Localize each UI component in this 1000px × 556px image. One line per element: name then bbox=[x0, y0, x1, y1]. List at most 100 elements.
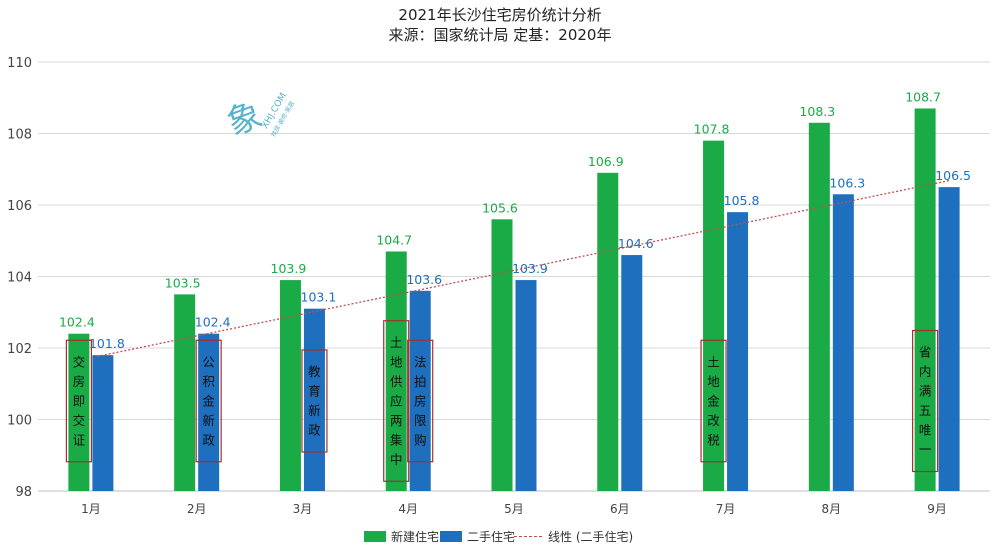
bar-second bbox=[303, 308, 325, 491]
bar-new bbox=[385, 251, 407, 491]
y-tick-label: 104 bbox=[7, 271, 32, 286]
data-label-second: 105.8 bbox=[724, 193, 760, 208]
bar-new bbox=[914, 108, 936, 491]
annotation-char: 政 bbox=[308, 423, 321, 438]
bar-second bbox=[727, 212, 749, 491]
data-label-new: 103.5 bbox=[165, 275, 201, 290]
annotation-char: 供 bbox=[390, 374, 403, 389]
data-label-second: 103.9 bbox=[512, 261, 548, 276]
annotation-char: 教 bbox=[308, 364, 321, 379]
data-label-second: 106.5 bbox=[935, 168, 971, 183]
bar-new bbox=[703, 140, 725, 491]
data-label-second: 101.8 bbox=[89, 336, 125, 351]
annotation-char: 地 bbox=[707, 374, 720, 389]
data-label-second: 104.6 bbox=[618, 236, 654, 251]
annotation-char: 五 bbox=[919, 403, 932, 418]
annotation-char: 金 bbox=[202, 393, 215, 408]
data-label-second: 103.1 bbox=[301, 290, 337, 305]
legend-label-trend: 线性 (二手住宅) bbox=[548, 530, 634, 544]
annotation-char: 公 bbox=[202, 354, 215, 369]
annotation-box bbox=[383, 320, 410, 482]
annotation-char: 满 bbox=[919, 384, 932, 399]
y-tick-label: 110 bbox=[7, 56, 32, 71]
annotation-char: 唯 bbox=[919, 423, 932, 438]
data-label-new: 105.6 bbox=[482, 200, 518, 215]
y-tick-label: 106 bbox=[7, 199, 32, 214]
annotation-char: 地 bbox=[390, 354, 403, 369]
annotation-char: 政 bbox=[202, 432, 215, 447]
data-label-new: 104.7 bbox=[376, 232, 412, 247]
annotation-char: 证 bbox=[73, 432, 86, 447]
bar-new bbox=[808, 122, 830, 492]
annotation-char: 内 bbox=[919, 364, 932, 379]
y-tick-label: 102 bbox=[7, 342, 32, 357]
bar-new bbox=[174, 294, 196, 491]
annotation-char: 金 bbox=[707, 393, 720, 408]
annotation-char: 即 bbox=[73, 393, 86, 408]
bar-new bbox=[279, 280, 301, 491]
annotation-char: 交 bbox=[73, 413, 86, 428]
annotation-char: 房 bbox=[414, 393, 427, 408]
watermark-logo-glyph: 象 bbox=[222, 95, 268, 144]
annotation-box bbox=[65, 339, 92, 463]
legend-item-second: 二手住宅 bbox=[440, 528, 515, 545]
annotation-box bbox=[912, 329, 939, 473]
x-tick-label: 5月 bbox=[504, 502, 524, 516]
bar-second bbox=[92, 355, 114, 491]
legend-swatch-trend bbox=[514, 536, 542, 537]
y-tick-label: 108 bbox=[7, 128, 32, 143]
annotation-char: 新 bbox=[202, 413, 215, 428]
annotation-box bbox=[195, 339, 222, 463]
annotation-char: 两 bbox=[390, 413, 403, 428]
bar-second bbox=[409, 290, 431, 491]
data-label-second: 106.3 bbox=[829, 175, 865, 190]
annotation-char: 省 bbox=[919, 345, 932, 360]
annotation-box bbox=[407, 339, 434, 463]
legend-item-new: 新建住宅 bbox=[364, 528, 439, 545]
data-label-new: 102.4 bbox=[59, 315, 95, 330]
data-label-new: 108.7 bbox=[905, 89, 941, 104]
data-label-second: 103.6 bbox=[406, 272, 442, 287]
bar-new bbox=[68, 333, 90, 491]
y-tick-label: 100 bbox=[7, 414, 32, 429]
chart-title: 2021年长沙住宅房价统计分析 bbox=[398, 6, 602, 24]
annotation-char: 应 bbox=[390, 393, 403, 408]
legend-label-second: 二手住宅 bbox=[467, 530, 516, 544]
annotation-char: 税 bbox=[707, 432, 720, 447]
legend-swatch-new bbox=[364, 531, 386, 542]
annotation-char: 限 bbox=[414, 413, 427, 428]
x-tick-label: 8月 bbox=[822, 502, 842, 516]
annotation-box bbox=[700, 339, 727, 463]
bar-new bbox=[597, 172, 619, 491]
legend-swatch-second bbox=[440, 531, 462, 542]
x-tick-label: 4月 bbox=[398, 502, 418, 516]
annotation-char: 土 bbox=[390, 335, 403, 350]
y-tick-label: 98 bbox=[15, 485, 32, 500]
annotation-char: 积 bbox=[202, 374, 215, 389]
trend-line bbox=[96, 179, 950, 358]
legend-item-trend: 线性 (二手住宅) bbox=[514, 528, 633, 545]
chart-subtitle: 来源：国家统计局 定基：2020年 bbox=[388, 26, 612, 44]
x-tick-label: 7月 bbox=[716, 502, 736, 516]
annotation-char: 土 bbox=[707, 354, 720, 369]
annotation-char: 拍 bbox=[414, 374, 427, 389]
annotation-char: 房 bbox=[73, 374, 86, 389]
annotation-char: 交 bbox=[73, 354, 86, 369]
annotation-char: 集 bbox=[390, 432, 403, 447]
data-label-new: 106.9 bbox=[588, 154, 624, 169]
chart-legend: 新建住宅 二手住宅 线性 (二手住宅) bbox=[0, 528, 1000, 548]
watermark-logo: 象 XHJ.COM 找房·装修·家居 bbox=[222, 91, 296, 144]
x-tick-label: 2月 bbox=[187, 502, 207, 516]
annotation-char: 改 bbox=[707, 413, 720, 428]
bar-second bbox=[198, 333, 220, 491]
annotation-box bbox=[301, 349, 328, 453]
annotation-char: 购 bbox=[414, 432, 427, 447]
annotation-char: 新 bbox=[308, 403, 321, 418]
x-tick-label: 3月 bbox=[293, 502, 313, 516]
bar-new bbox=[491, 219, 513, 492]
data-label-second: 102.4 bbox=[195, 315, 231, 330]
x-tick-label: 1月 bbox=[81, 502, 101, 516]
bar-second bbox=[832, 194, 854, 491]
data-label-new: 108.3 bbox=[799, 104, 835, 119]
